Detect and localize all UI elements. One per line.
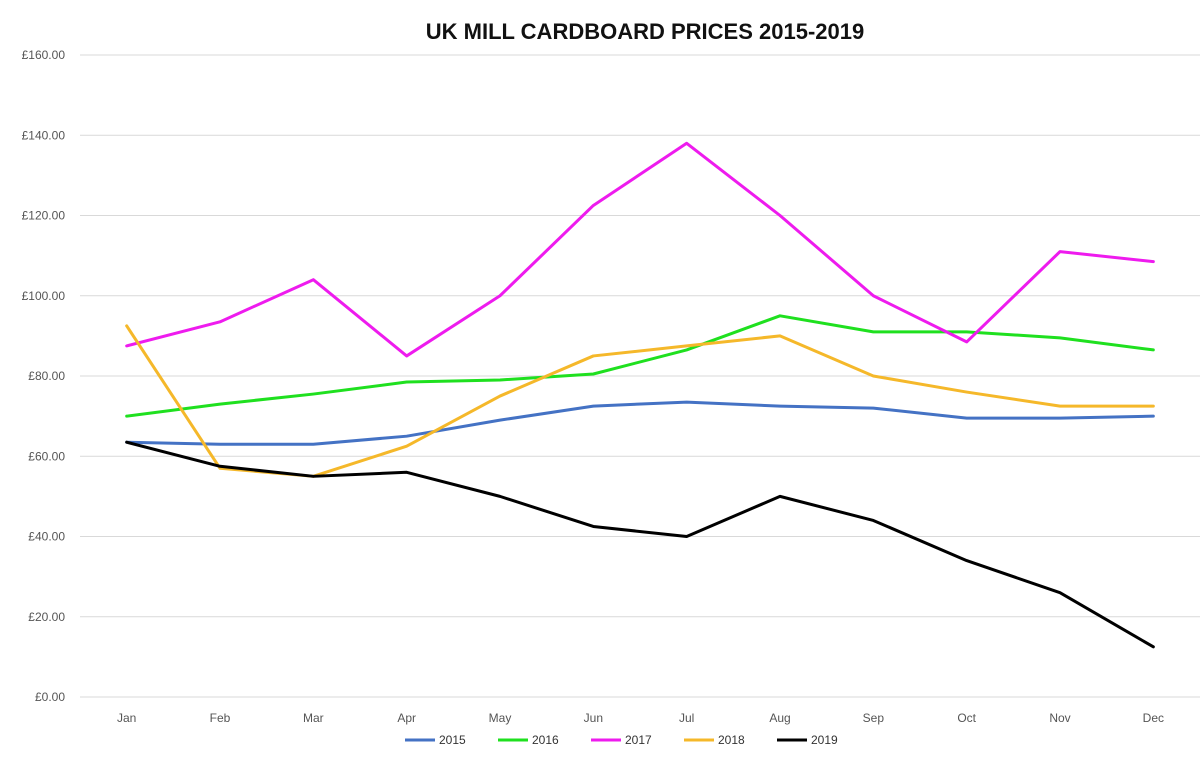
gridlines	[80, 54, 1200, 698]
series-line-2019	[125, 440, 1155, 649]
y-tick-label: £20.00	[28, 610, 65, 624]
x-axis-ticks: Jan Feb Mar Apr May Jun Jul Aug Sep Oct Nov Dec	[117, 711, 1164, 725]
x-tick-label: Sep	[863, 711, 885, 725]
y-tick-label: £0.00	[35, 690, 65, 704]
legend-item-2015: 2015	[405, 733, 466, 747]
y-tick-label: £160.00	[22, 48, 66, 62]
legend-label: 2017	[625, 733, 652, 747]
series-line-2017	[125, 141, 1155, 358]
x-tick-label: Apr	[397, 711, 416, 725]
legend-item-2016: 2016	[498, 733, 559, 747]
x-tick-label: Feb	[210, 711, 231, 725]
legend-item-2017: 2017	[591, 733, 652, 747]
series-lines	[125, 141, 1155, 649]
x-tick-label: Mar	[303, 711, 324, 725]
y-tick-label: £40.00	[28, 530, 65, 544]
x-tick-label: Dec	[1143, 711, 1164, 725]
y-tick-label: £80.00	[28, 369, 65, 383]
series-line-2018	[125, 324, 1155, 478]
y-tick-label: £120.00	[22, 209, 66, 223]
y-tick-label: £100.00	[22, 289, 66, 303]
y-tick-label: £60.00	[28, 449, 65, 463]
legend-item-2018: 2018	[684, 733, 745, 747]
x-tick-label: Jan	[117, 711, 136, 725]
legend: 2015 2016 2017 2018 2019	[405, 733, 838, 747]
legend-label: 2019	[811, 733, 838, 747]
x-tick-label: Jul	[679, 711, 694, 725]
legend-item-2019: 2019	[777, 733, 838, 747]
x-tick-label: Jun	[584, 711, 603, 725]
x-tick-label: Oct	[957, 711, 976, 725]
legend-label: 2016	[532, 733, 559, 747]
y-tick-label: £140.00	[22, 128, 66, 142]
chart-title: UK MILL CARDBOARD PRICES 2015-2019	[426, 19, 864, 44]
series-line-2015	[125, 400, 1155, 446]
x-tick-label: Aug	[769, 711, 790, 725]
x-tick-label: Nov	[1049, 711, 1070, 725]
legend-label: 2018	[718, 733, 745, 747]
legend-label: 2015	[439, 733, 466, 747]
y-axis-ticks: £0.00 £20.00 £40.00 £60.00 £80.00 £100.00 £120…	[22, 48, 66, 704]
x-tick-label: May	[489, 711, 512, 725]
series-line-2016	[125, 314, 1155, 418]
